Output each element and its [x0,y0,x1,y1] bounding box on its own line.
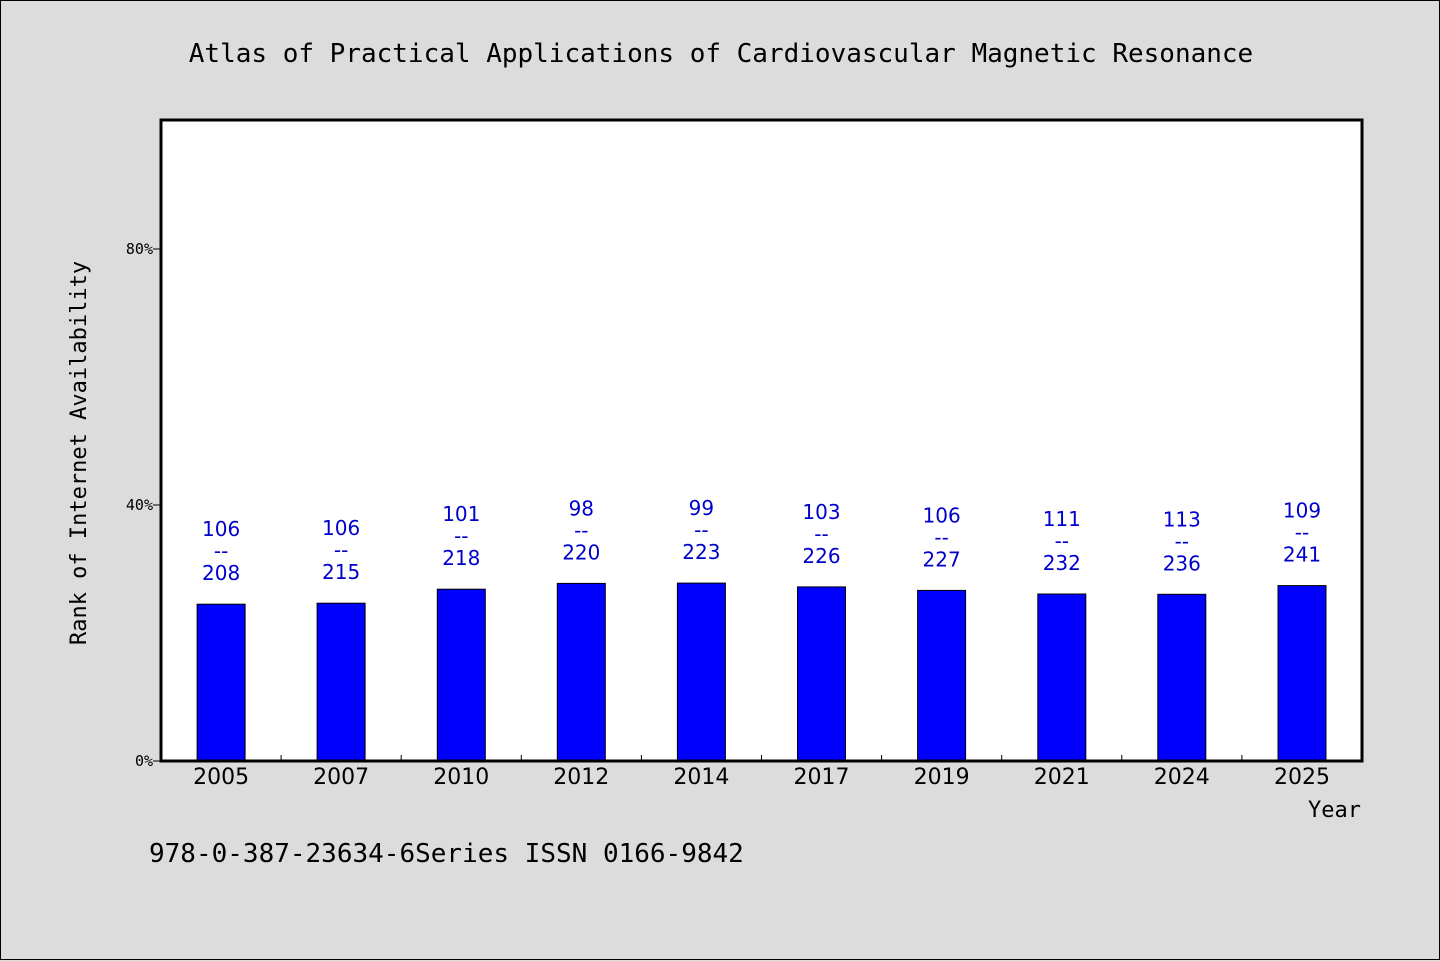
data-label-2014-line-3: 223 [682,540,720,564]
data-label-2010-line-3: 218 [442,546,480,570]
data-label-2010-line-1: 101 [442,502,480,526]
y-tick-label-0: 0% [135,752,153,770]
x-tick-label-2007: 2007 [313,765,369,790]
data-label-2007-line-1: 106 [322,516,360,540]
data-label-2007-line-3: 215 [322,560,360,584]
x-axis-title: Year [1308,798,1361,823]
data-label-2017-line-1: 103 [802,500,840,524]
bar-2021 [1037,593,1087,762]
data-label-2024-line-1: 113 [1163,507,1201,531]
bar-2024 [1157,593,1207,762]
x-tick-label-2010: 2010 [433,765,489,790]
bars-layer [196,582,1327,762]
y-axis: 0% 40% 80% [126,240,161,770]
y-axis-title: Rank of Internet Availability [67,261,92,645]
bar-2017 [797,586,846,762]
x-axis: 2005 2007 2010 2012 2014 2017 2019 2021 2024 2025 [193,755,1330,790]
data-label-2019-line-2: -- [934,525,948,549]
bar-2019 [917,589,967,762]
data-labels-layer: 106--208106--215101--21898--22099--22310… [202,496,1321,585]
x-tick-label-2014: 2014 [673,765,729,790]
data-label-2025-line-2: -- [1295,521,1309,545]
data-label-2025-line-3: 241 [1283,543,1321,567]
bar-2010 [436,588,486,762]
data-label-2005-line-3: 208 [202,561,240,585]
data-label-2025-line-1: 109 [1283,499,1321,523]
x-tick-label-2021: 2021 [1034,765,1090,790]
data-label-2021-line-1: 111 [1043,507,1081,531]
data-label-2024-line-3: 236 [1163,551,1201,575]
x-tick-label-2019: 2019 [914,765,970,790]
data-label-2019-line-1: 106 [923,503,961,527]
bar-2012 [556,582,606,762]
x-tick-label-2005: 2005 [193,765,249,790]
data-label-2012-line-3: 220 [562,540,600,564]
footer-isbn-issn: 978-0-387-23634-6Series ISSN 0166-9842 [149,839,744,869]
data-label-2012-line-2: -- [574,518,588,542]
data-label-2021-line-2: -- [1055,529,1069,553]
data-label-2005-line-2: -- [214,539,228,563]
data-label-2017-line-2: -- [814,522,828,546]
bar-2005 [196,603,246,762]
x-tick-label-2025: 2025 [1274,765,1330,790]
data-label-2010-line-2: -- [454,524,468,548]
data-label-2012-line-1: 98 [569,496,594,520]
data-label-2014-line-1: 99 [689,496,714,520]
data-label-2017-line-3: 226 [802,544,840,568]
y-tick-label-80: 80% [126,240,153,258]
x-tick-label-2017: 2017 [794,765,850,790]
data-label-2007-line-2: -- [334,538,348,562]
data-label-2019-line-3: 227 [923,547,961,571]
bar-2025 [1277,585,1327,762]
chart-title: Atlas of Practical Applications of Cardi… [189,39,1253,69]
data-label-2021-line-3: 232 [1043,551,1081,575]
y-tick-label-40: 40% [126,496,153,514]
x-tick-label-2012: 2012 [553,765,609,790]
data-label-2005-line-1: 106 [202,517,240,541]
bar-2007 [316,602,366,762]
x-tick-label-2024: 2024 [1154,765,1210,790]
data-label-2024-line-2: -- [1175,529,1189,553]
bar-2014 [676,582,726,762]
data-label-2014-line-2: -- [694,518,708,542]
